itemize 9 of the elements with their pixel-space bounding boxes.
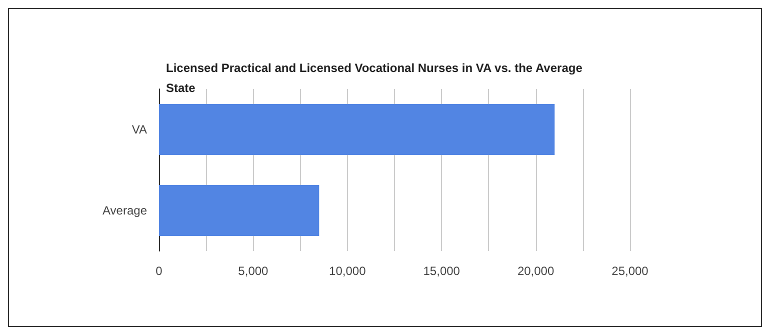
y-tick-label: VA xyxy=(132,122,147,136)
chart-title: Licensed Practical and Licensed Vocational Nurses in VA vs. the Average State xyxy=(166,61,586,95)
x-tick-label: 20,000 xyxy=(517,264,554,278)
x-tick-label: 10,000 xyxy=(329,264,366,278)
x-tick-label: 25,000 xyxy=(612,264,649,278)
x-tick-label: 5,000 xyxy=(238,264,269,278)
y-tick-label: Average xyxy=(102,204,148,218)
x-tick-label: 15,000 xyxy=(423,264,460,278)
x-tick-label: 0 xyxy=(156,264,163,278)
